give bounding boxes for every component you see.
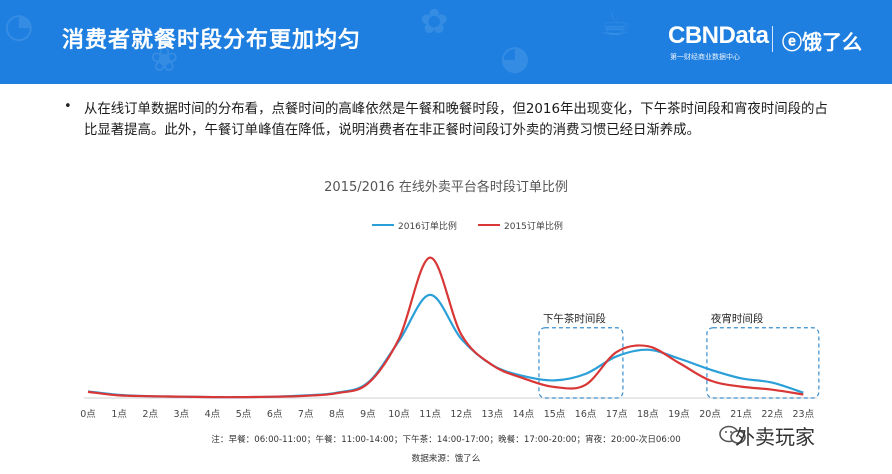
decor-food-icon: ❀ bbox=[150, 40, 179, 80]
x-tick-label: 17点 bbox=[606, 409, 628, 420]
x-tick-label: 2点 bbox=[142, 409, 158, 420]
decor-food-icon: ☕ bbox=[600, 4, 631, 44]
x-tick-label: 23点 bbox=[793, 409, 815, 420]
x-tick-label: 9点 bbox=[360, 409, 376, 420]
partner-logo: ⓔ饿了么 bbox=[782, 26, 862, 55]
line-chart: 2015/2016 在线外卖平台各时段订单比例 2016订单比例 2015订单比例下… bbox=[80, 179, 820, 464]
x-tick-label: 7点 bbox=[298, 409, 314, 420]
series-line-2 bbox=[87, 256, 804, 399]
eleme-icon: ⓔ bbox=[782, 30, 802, 54]
x-tick-label: 19点 bbox=[668, 409, 690, 420]
x-tick-label: 10点 bbox=[388, 409, 410, 420]
series-line-1 bbox=[87, 293, 804, 399]
legend-label-1: 2016订单比例 bbox=[398, 220, 457, 232]
x-tick-label: 0点 bbox=[80, 409, 96, 420]
x-tick-label: 11点 bbox=[419, 409, 441, 420]
annotation-box-2 bbox=[706, 327, 820, 399]
x-tick-label: 18点 bbox=[637, 409, 659, 420]
x-tick-label: 1点 bbox=[111, 409, 127, 420]
brand-name: CBNData bbox=[668, 22, 769, 49]
x-tick-label: 3点 bbox=[174, 409, 190, 420]
x-tick-label: 4点 bbox=[205, 409, 221, 420]
brand-logo: CBNData 第一财经商业数据中心 bbox=[668, 22, 769, 61]
bullet-dot: • bbox=[64, 99, 72, 114]
x-tick-label: 22点 bbox=[761, 409, 783, 420]
bullet-paragraph: 从在线订单数据时间的分布看，点餐时间的高峰依然是午餐和晚餐时段，但2016年出现… bbox=[64, 99, 834, 141]
decor-food-icon: ✿ bbox=[420, 2, 449, 42]
x-tick-label: 16点 bbox=[575, 409, 597, 420]
annotation-label-1: 下午茶时间段 bbox=[543, 312, 606, 325]
x-tick-label: 14点 bbox=[513, 409, 535, 420]
x-tick-label: 13点 bbox=[482, 409, 504, 420]
decor-food-icon: ◔ bbox=[4, 6, 34, 46]
legend-label-2: 2015订单比例 bbox=[504, 220, 563, 232]
brand-subtitle: 第一财经商业数据中心 bbox=[670, 53, 740, 61]
slide-title: 消费者就餐时段分布更加均匀 bbox=[62, 28, 362, 53]
decor-food-icon: ◕ bbox=[500, 38, 530, 78]
header-bar: ◔ ❀ ✿ ◕ ☕ 消费者就餐时段分布更加均匀 CBNData 第一财经商业数据… bbox=[0, 0, 892, 84]
wechat-icon bbox=[719, 425, 746, 444]
partner-name: 饿了么 bbox=[802, 30, 862, 54]
x-tick-label: 6点 bbox=[267, 409, 283, 420]
x-tick-label: 12点 bbox=[450, 409, 472, 420]
x-tick-label: 5点 bbox=[236, 409, 252, 420]
annotation-label-2: 夜宵时间段 bbox=[711, 312, 764, 325]
x-tick-label: 15点 bbox=[544, 409, 566, 420]
x-tick-label: 8点 bbox=[329, 409, 345, 420]
chart-source: 数据来源：饿了么 bbox=[412, 452, 481, 464]
x-tick-label: 20点 bbox=[699, 409, 721, 420]
bullet-text: 从在线订单数据时间的分布看，点餐时间的高峰依然是午餐和晚餐时段，但2016年出现… bbox=[84, 102, 828, 138]
chart-note: 注：早餐：06:00-11:00；午餐：11:00-14:00；下午茶：14:0… bbox=[211, 433, 680, 445]
chart-title: 2015/2016 在线外卖平台各时段订单比例 bbox=[324, 179, 568, 195]
watermark-text: 外卖玩家 bbox=[735, 425, 815, 449]
x-tick-label: 21点 bbox=[730, 409, 752, 420]
brand-divider bbox=[772, 26, 773, 52]
annotation-box-1 bbox=[538, 327, 624, 399]
